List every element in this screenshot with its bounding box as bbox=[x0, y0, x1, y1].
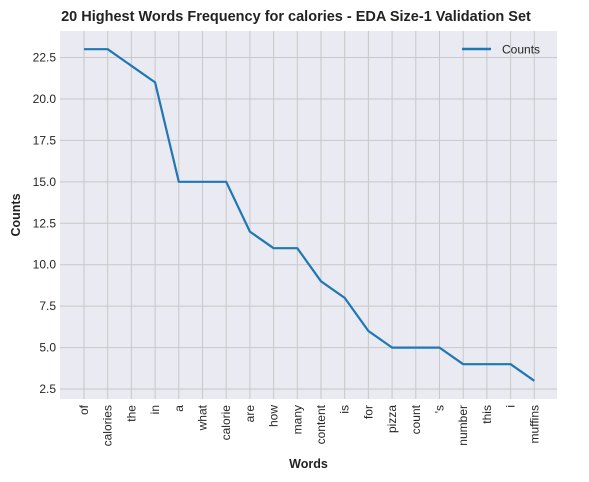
y-tick-label: 15.0 bbox=[33, 175, 57, 189]
y-tick-label: 22.5 bbox=[33, 51, 57, 65]
y-tick-label: 10.0 bbox=[33, 258, 57, 272]
x-tick-label: 's bbox=[433, 405, 447, 413]
y-tick-label: 17.5 bbox=[33, 133, 57, 147]
x-tick-label: of bbox=[77, 404, 91, 415]
chart-title: 20 Highest Words Frequency for calories … bbox=[61, 9, 531, 25]
x-tick-label: the bbox=[124, 405, 138, 422]
y-tick-label: 7.5 bbox=[39, 299, 56, 313]
series-line-counts bbox=[84, 48, 535, 382]
x-tick-label: many bbox=[290, 405, 304, 434]
x-tick-label: muffins bbox=[527, 405, 541, 443]
x-tick-label: content bbox=[314, 404, 328, 444]
x-tick-label: number bbox=[456, 405, 470, 446]
x-tick-label: i bbox=[504, 405, 518, 408]
x-tick-label: what bbox=[196, 404, 210, 431]
x-tick-label: this bbox=[480, 405, 494, 424]
y-tick-label: 2.5 bbox=[39, 382, 56, 396]
x-tick-label: a bbox=[172, 405, 186, 412]
x-tick-label: calorie bbox=[219, 405, 233, 441]
y-tick-label: 20.0 bbox=[33, 92, 57, 106]
y-tick-label: 5.0 bbox=[39, 341, 56, 355]
x-tick-label: how bbox=[267, 405, 281, 427]
x-tick-label: in bbox=[148, 405, 162, 414]
y-axis-label: Counts bbox=[9, 193, 23, 236]
legend-label-counts: Counts bbox=[502, 43, 540, 57]
y-axis-ticks: 2.5 5.0 7.5 10.0 12.5 15.0 17.5 20.0 22.5 bbox=[33, 51, 57, 397]
x-axis-ticks: of calories the in a what calorie are how many con… bbox=[77, 404, 541, 446]
legend: Counts bbox=[462, 43, 540, 57]
x-tick-label: is bbox=[338, 405, 352, 414]
grid-lines bbox=[60, 31, 557, 399]
x-tick-label: are bbox=[243, 405, 257, 423]
x-tick-label: calories bbox=[101, 405, 115, 446]
y-tick-label: 12.5 bbox=[33, 216, 57, 230]
x-tick-label: for bbox=[361, 405, 375, 419]
plot-area bbox=[60, 31, 557, 399]
x-tick-label: count bbox=[409, 404, 423, 434]
x-tick-label: pizza bbox=[385, 405, 399, 433]
x-axis-label: Words bbox=[289, 457, 328, 471]
